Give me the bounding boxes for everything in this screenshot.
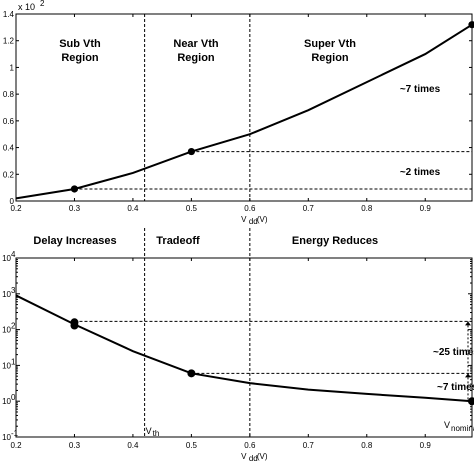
nominal-label-sub: nominal: [451, 424, 474, 433]
x-tick-label: 0.4: [127, 441, 139, 450]
y-multiplier-exp: 2: [40, 0, 45, 8]
vth-label: V: [146, 426, 152, 436]
series-line: [15, 23, 473, 200]
data-marker: [187, 369, 196, 378]
series-line: [15, 294, 473, 403]
arrow-head: [465, 373, 471, 378]
x-axis-label: V: [241, 452, 247, 461]
x-tick-label: 0.6: [244, 204, 256, 213]
y-tick-exp: 2: [11, 322, 16, 331]
data-marker: [70, 185, 79, 193]
y-tick-label: 1.4: [3, 10, 15, 19]
y-tick-label: 10: [2, 397, 11, 406]
region-label: Region: [311, 52, 349, 64]
x-tick-label: 0.8: [361, 441, 373, 450]
region-label: Energy Reduces: [292, 235, 378, 247]
x-tick-label: 0.3: [69, 204, 81, 213]
y-tick-label: 0.6: [3, 117, 15, 126]
x-axis-label-unit: (V): [257, 452, 268, 461]
x-tick-label: 0.2: [10, 441, 22, 450]
y-tick-label: 1: [10, 63, 15, 72]
data-marker: [70, 321, 79, 330]
data-marker: [468, 21, 474, 29]
top-chart: 00.20.40.60.811.21.4x 10 20.2 0.3 0.4 0.5 0.6…: [3, 0, 474, 226]
region-label: Sub Vth: [59, 38, 101, 50]
region-label: Region: [61, 52, 99, 64]
annotation: ~7 times: [437, 382, 474, 393]
y-tick-label: 10: [2, 254, 11, 263]
y-tick-label: 0: [10, 197, 15, 206]
annotation: ~2 times: [400, 167, 441, 178]
x-axis-label-unit: (V): [257, 215, 268, 224]
x-axis-label: V: [241, 215, 247, 224]
x-tick-label: 0.5: [186, 204, 198, 213]
region-label: Delay Increases: [33, 235, 116, 247]
y-tick-exp: 3: [11, 286, 16, 295]
x-tick-label: 0.9: [420, 204, 432, 213]
y-tick-label: 1.2: [3, 37, 15, 46]
y-tick-exp: 4: [11, 250, 16, 259]
arrow-head: [465, 321, 471, 326]
x-tick-label: 0.7: [303, 441, 315, 450]
x-tick-label: 0.7: [303, 204, 315, 213]
y-tick-label: 0.4: [3, 144, 15, 153]
region-label: Near Vth: [173, 38, 219, 50]
plot-frame: [15, 13, 473, 202]
x-tick-label: 0.9: [420, 441, 432, 450]
y-multiplier: x 10: [18, 2, 35, 12]
y-tick-label: 10: [2, 290, 11, 299]
nominal-label: V: [444, 420, 450, 430]
y-tick-exp: 0: [11, 393, 16, 402]
y-tick-exp: -1: [11, 429, 19, 438]
x-tick-label: 0.3: [69, 441, 81, 450]
x-tick-label: 0.5: [186, 441, 198, 450]
x-tick-label: 0.8: [361, 204, 373, 213]
data-marker: [468, 397, 474, 406]
x-tick-label: 0.2: [10, 204, 22, 213]
region-label: Tradeoff: [156, 235, 200, 247]
y-tick-label: 0.2: [3, 170, 15, 179]
x-tick-label: 0.6: [244, 441, 256, 450]
vth-label-sub: th: [153, 429, 160, 438]
y-tick-label: 10: [2, 361, 11, 370]
region-label: Super Vth: [304, 38, 356, 50]
x-axis-label-sub: dd: [249, 454, 258, 463]
x-axis-label-sub: dd: [249, 217, 258, 226]
annotation: ~25 times: [433, 347, 474, 358]
y-tick-label: 10: [2, 326, 11, 335]
region-label: Region: [177, 52, 215, 64]
x-tick-label: 0.4: [127, 204, 139, 213]
y-tick-label: 0.8: [3, 90, 15, 99]
annotation: ~7 times: [400, 84, 441, 95]
plot-frame: [15, 257, 473, 438]
data-marker: [187, 147, 195, 156]
y-tick-exp: 1: [11, 357, 16, 366]
y-tick-label: 10: [2, 433, 11, 442]
